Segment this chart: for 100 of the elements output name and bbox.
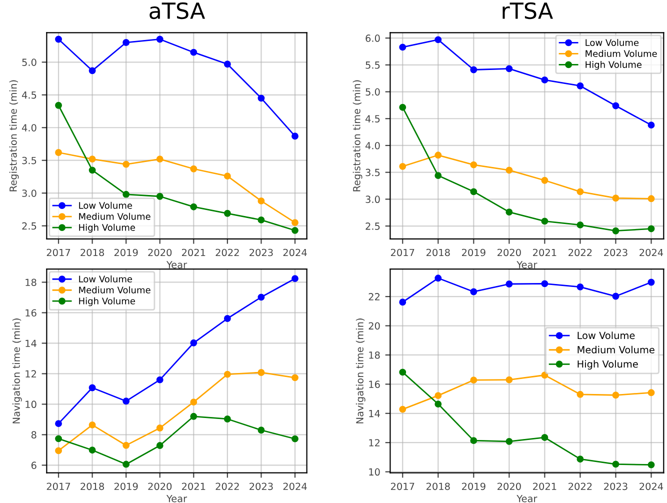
point (88, 156, 96, 163)
point (470, 288, 478, 296)
point (506, 280, 513, 288)
point (612, 102, 620, 110)
y-tick-label: 18 (369, 351, 380, 359)
point (224, 172, 231, 180)
point (506, 208, 513, 216)
point (258, 294, 265, 301)
point (88, 384, 96, 392)
point (55, 102, 62, 109)
point (190, 339, 198, 346)
point (190, 203, 198, 210)
point (258, 369, 265, 376)
x-tick-label: 2017 (390, 248, 414, 256)
y-tick-label: 10 (369, 468, 380, 476)
x-tick-label: 2019 (462, 248, 486, 256)
point (648, 278, 655, 286)
x-tick-label: 2022 (568, 482, 592, 490)
point (648, 122, 655, 129)
y-tick-label: 6.0 (366, 34, 380, 42)
point (122, 460, 130, 468)
x-tick-label: 2020 (498, 248, 521, 256)
x-tick-label: 2021 (533, 482, 556, 490)
x-tick-label: 2019 (114, 248, 138, 256)
y-tick-label: 20 (368, 322, 380, 330)
point (506, 376, 513, 384)
point (190, 412, 198, 420)
y-tick-label: 2.5 (366, 222, 380, 230)
point (576, 283, 584, 290)
point (399, 162, 406, 170)
x-tick-label: 2024 (640, 482, 664, 490)
point (541, 218, 548, 225)
point (612, 227, 620, 234)
point (576, 188, 584, 196)
point (434, 400, 442, 408)
point (506, 166, 513, 174)
y-tick-label: 18 (26, 278, 36, 286)
point (470, 437, 478, 444)
y-tick-label: 16 (369, 380, 380, 388)
point (434, 392, 442, 400)
y-tick-label: 5.5 (366, 62, 380, 69)
point (122, 398, 130, 405)
point (399, 368, 406, 376)
x-tick-label: 2021 (533, 248, 556, 256)
point (541, 280, 548, 288)
point (156, 156, 164, 163)
point (648, 461, 655, 468)
point (470, 66, 478, 74)
point (506, 65, 513, 72)
x-tick-label: 2018 (426, 482, 450, 490)
point (258, 426, 265, 434)
point (399, 298, 406, 306)
legend-label: Medium Volume (79, 286, 150, 294)
legend-label: Low Volume (79, 275, 132, 282)
point (434, 172, 442, 180)
point (55, 149, 62, 156)
y-tick-label: 5.0 (366, 88, 380, 96)
x-tick-label: 2021 (182, 248, 206, 256)
legend-label: Low Volume (578, 332, 635, 340)
y-tick-label: 3.0 (366, 196, 380, 204)
point (576, 456, 584, 463)
y-tick-label: 6 (31, 462, 36, 470)
x-tick-label: 2023 (604, 248, 628, 256)
point (122, 442, 130, 449)
point (190, 165, 198, 172)
legend-label: High Volume (586, 61, 642, 70)
point (434, 274, 442, 282)
x-tick-label: 2023 (250, 248, 273, 256)
x-axis-title: Year (516, 495, 538, 502)
point (258, 197, 265, 204)
point (399, 44, 406, 51)
y-axis-title: Navigation time (min) (12, 318, 22, 424)
x-tick-label: 2019 (114, 482, 138, 490)
point (55, 447, 62, 454)
y-tick-label: 16 (26, 309, 36, 317)
y-tick-label: 4.5 (22, 91, 36, 99)
x-tick-label: 2024 (640, 248, 664, 256)
chart-title: rTSA (502, 2, 553, 20)
point (156, 192, 164, 200)
point (576, 221, 584, 228)
point (648, 195, 655, 202)
x-tick-label: 2017 (46, 248, 70, 256)
point (156, 36, 164, 43)
point (156, 376, 164, 384)
point (292, 219, 298, 226)
legend-label: High Volume (79, 224, 136, 233)
y-tick-label: 3.5 (22, 156, 36, 164)
y-tick-label: 2.5 (22, 222, 36, 230)
point (122, 190, 130, 198)
y-tick-label: 12 (26, 370, 36, 378)
x-tick-label: 2022 (216, 482, 239, 490)
point (434, 36, 442, 44)
x-axis-title: Year (166, 261, 188, 268)
point (612, 194, 620, 202)
y-tick-label: 10 (26, 400, 36, 408)
y-tick-label: 4.0 (365, 142, 380, 150)
point (55, 435, 62, 442)
point (258, 94, 265, 102)
point (399, 406, 406, 413)
point (292, 275, 298, 282)
